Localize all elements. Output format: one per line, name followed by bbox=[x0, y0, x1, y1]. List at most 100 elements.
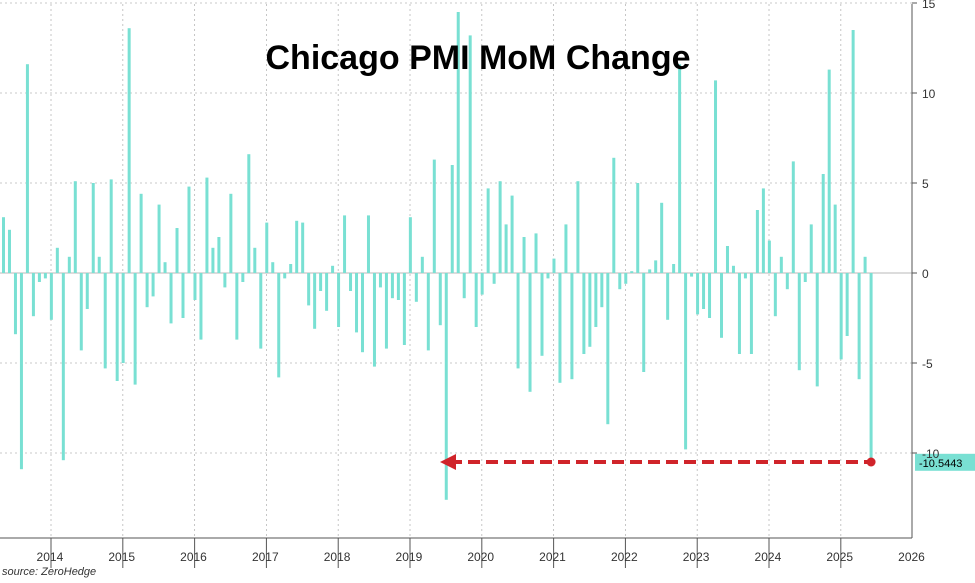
bar bbox=[372, 273, 376, 367]
bar bbox=[103, 273, 107, 369]
bar bbox=[630, 271, 634, 273]
bar bbox=[504, 224, 508, 273]
bar bbox=[414, 273, 418, 302]
x-tick-label: 2020 bbox=[467, 550, 494, 564]
bar bbox=[241, 273, 245, 282]
annotation-layer: -10.5443 bbox=[440, 453, 975, 471]
y-tick-label: 5 bbox=[922, 177, 929, 191]
bar bbox=[361, 273, 364, 353]
x-tick-label: 2019 bbox=[396, 550, 423, 564]
bar bbox=[2, 217, 5, 273]
bar bbox=[594, 273, 598, 327]
bar bbox=[61, 273, 65, 461]
bar bbox=[229, 193, 233, 273]
bar bbox=[402, 273, 406, 345]
bar bbox=[121, 273, 125, 363]
bar bbox=[552, 258, 556, 273]
bar bbox=[247, 154, 251, 273]
bar bbox=[510, 195, 514, 273]
bar bbox=[839, 273, 843, 360]
arrow-end-dot bbox=[866, 457, 876, 467]
bar bbox=[498, 181, 502, 273]
bar bbox=[815, 273, 819, 387]
bar bbox=[271, 262, 275, 273]
bar bbox=[714, 80, 718, 274]
bar bbox=[558, 273, 562, 383]
bar bbox=[636, 183, 640, 273]
bar bbox=[109, 179, 113, 273]
bar bbox=[486, 188, 490, 273]
bar bbox=[540, 273, 544, 356]
bar bbox=[157, 204, 161, 273]
bar bbox=[337, 273, 341, 327]
bar bbox=[223, 273, 227, 288]
bar bbox=[612, 157, 616, 273]
bar bbox=[678, 64, 682, 273]
y-tick-label: 15 bbox=[922, 0, 936, 11]
bar bbox=[217, 237, 221, 273]
bar bbox=[480, 273, 484, 295]
bar bbox=[187, 186, 191, 273]
bar bbox=[660, 202, 664, 273]
bar bbox=[301, 222, 305, 273]
source-note: source: ZeroHedge bbox=[2, 566, 97, 578]
bar bbox=[19, 273, 23, 470]
bar bbox=[696, 273, 700, 315]
bar bbox=[211, 247, 215, 273]
x-tick-label: 2025 bbox=[826, 550, 853, 564]
axes: 15 10 5 0 -5 -10 2014 2015 2016 2017 2018 2019 2020 2… bbox=[0, 0, 940, 568]
bar bbox=[85, 273, 89, 309]
bar bbox=[97, 256, 101, 273]
bar bbox=[235, 273, 239, 340]
bar bbox=[564, 224, 568, 273]
bar bbox=[438, 273, 442, 326]
bar bbox=[474, 273, 478, 327]
bar bbox=[869, 273, 873, 463]
y-tick-label: 0 bbox=[922, 267, 929, 281]
bar bbox=[827, 69, 831, 273]
bar bbox=[79, 273, 83, 351]
bar bbox=[115, 273, 119, 381]
bar bbox=[265, 222, 269, 273]
bar bbox=[761, 188, 765, 273]
bar bbox=[779, 256, 783, 273]
bar bbox=[737, 273, 741, 354]
bar bbox=[289, 264, 293, 273]
y-tick-label: -10 bbox=[922, 447, 940, 461]
bar bbox=[349, 273, 353, 291]
bar bbox=[642, 273, 646, 372]
bar bbox=[325, 273, 329, 311]
last-value-label: -10.5443 bbox=[919, 458, 962, 470]
bar bbox=[684, 273, 688, 450]
bar bbox=[791, 161, 795, 273]
bars bbox=[2, 12, 873, 500]
bar bbox=[767, 240, 771, 273]
bar bbox=[295, 220, 299, 273]
bar bbox=[25, 64, 29, 273]
bar bbox=[91, 183, 95, 273]
bar bbox=[444, 273, 448, 500]
bar bbox=[55, 247, 59, 273]
bar bbox=[355, 273, 359, 333]
bar bbox=[468, 35, 472, 274]
x-tick-label: 2015 bbox=[108, 550, 135, 564]
bar bbox=[7, 229, 11, 273]
bar bbox=[426, 273, 430, 351]
bar bbox=[773, 273, 777, 317]
bar bbox=[492, 273, 496, 284]
bar bbox=[307, 273, 311, 306]
x-tick-label: 2023 bbox=[683, 550, 710, 564]
bar bbox=[528, 273, 532, 392]
bar bbox=[151, 273, 155, 297]
bar bbox=[534, 233, 538, 273]
bar bbox=[654, 260, 658, 273]
bar bbox=[606, 273, 610, 425]
bar bbox=[13, 273, 17, 335]
bar bbox=[797, 273, 801, 371]
y-tick-label: 10 bbox=[922, 87, 936, 101]
bar bbox=[785, 273, 789, 290]
bar bbox=[181, 273, 185, 318]
x-tick-label: 2017 bbox=[252, 550, 279, 564]
bar bbox=[366, 215, 370, 273]
bar bbox=[851, 30, 855, 273]
